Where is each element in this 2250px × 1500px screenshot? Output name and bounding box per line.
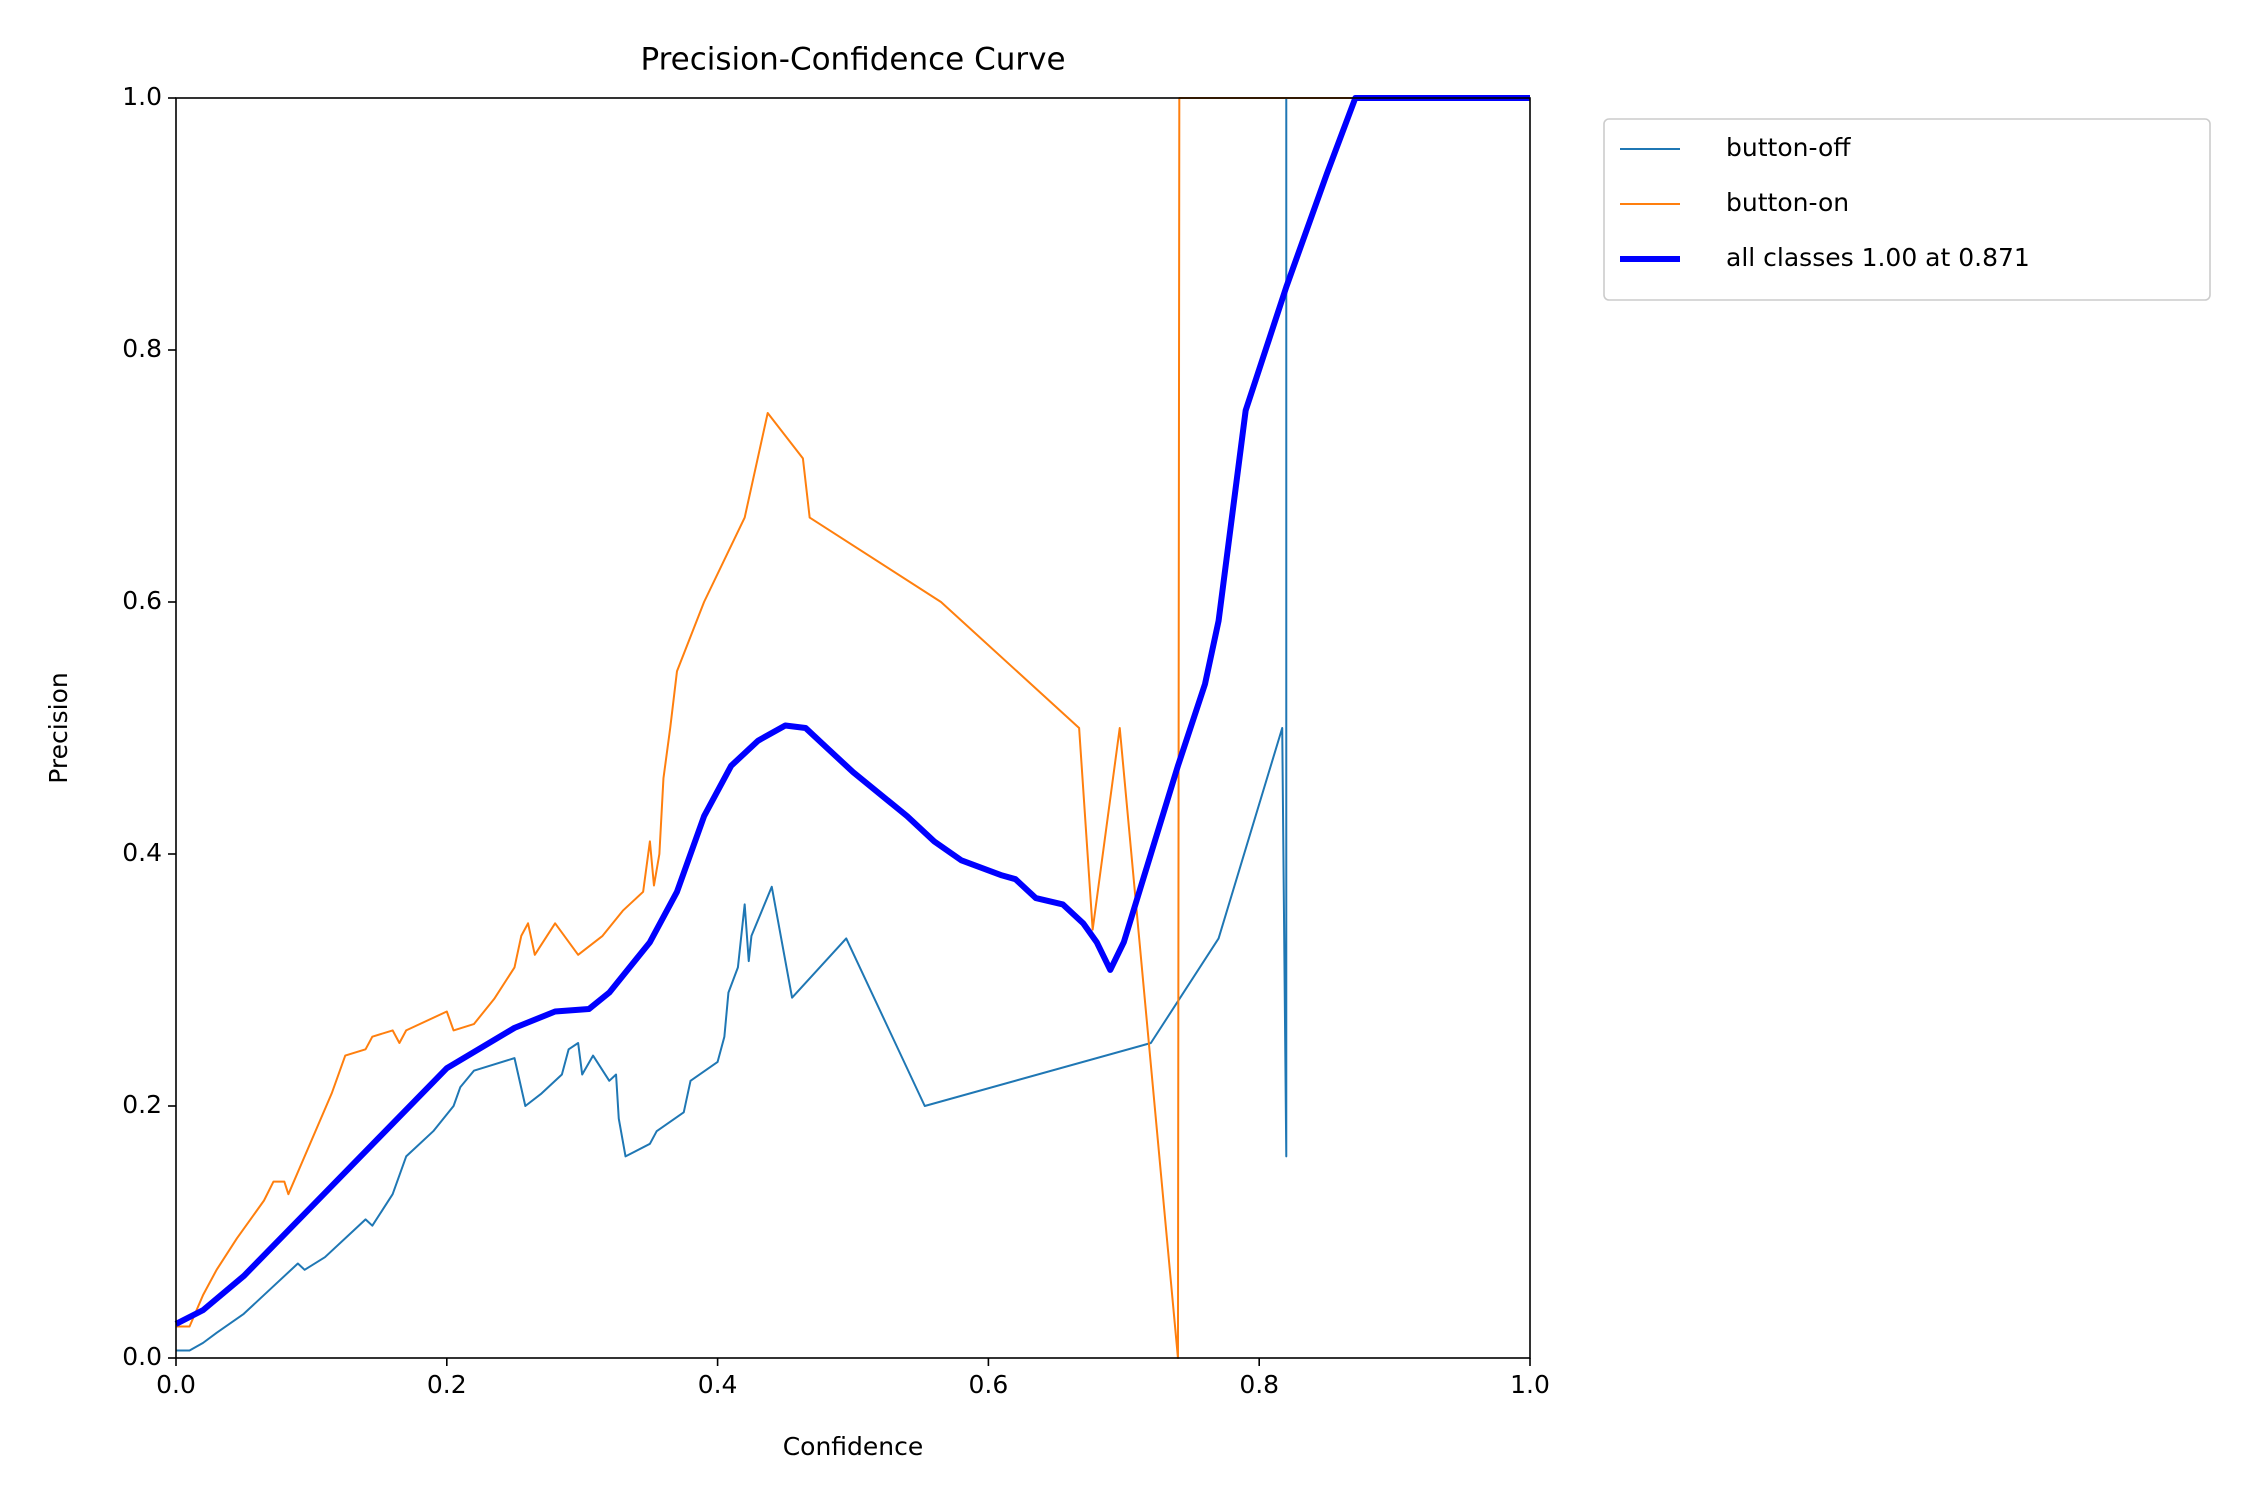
legend-box (1603, 118, 2211, 301)
x-tick-label: 0.2 (427, 1370, 467, 1399)
y-tick-label: 1.0 (122, 82, 162, 111)
x-tick-label: 0.0 (156, 1370, 196, 1399)
x-tick-label: 0.8 (1239, 1370, 1279, 1399)
series-line (176, 97, 1530, 1352)
x-axis-label: Confidence (783, 1432, 924, 1461)
x-tick-label: 1.0 (1510, 1370, 1550, 1399)
y-tick-label: 0.8 (122, 334, 162, 363)
legend-label: all classes 1.00 at 0.871 (1726, 243, 2030, 272)
x-tick-label: 0.6 (969, 1370, 1009, 1399)
legend-label: button-on (1726, 188, 1849, 217)
chart-title: Precision-Confidence Curve (640, 42, 1065, 78)
series-line (176, 97, 1530, 1359)
y-axis-label: Precision (44, 672, 73, 784)
plot-frame (175, 97, 1531, 1359)
x-tick-label: 0.4 (698, 1370, 738, 1399)
series-line (174, 95, 1530, 1327)
y-tick-label: 0.2 (122, 1090, 162, 1119)
y-tick-label: 0.0 (122, 1342, 162, 1371)
y-tick-label: 0.6 (122, 586, 162, 615)
y-tick-label: 0.4 (122, 838, 162, 867)
legend-label: button-off (1726, 133, 1851, 162)
